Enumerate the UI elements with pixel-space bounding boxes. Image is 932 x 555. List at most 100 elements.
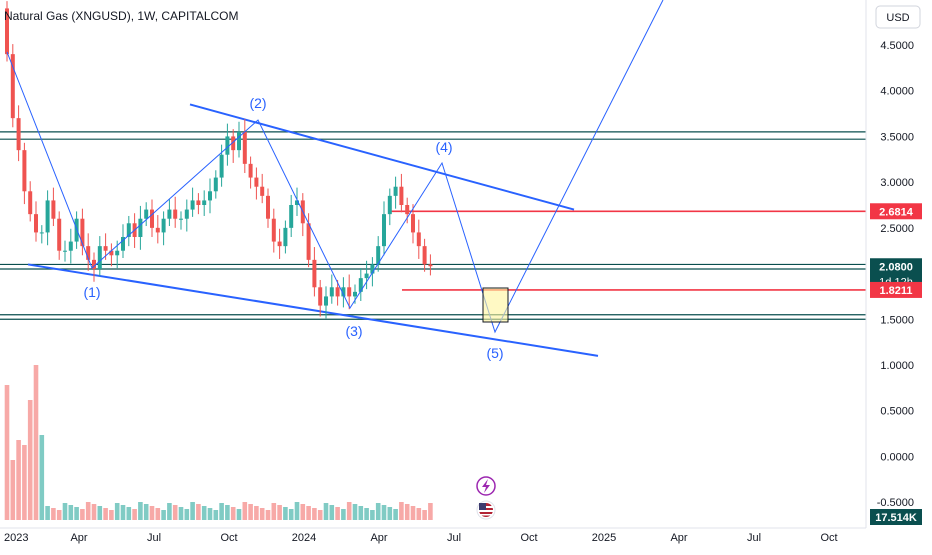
volume-bar — [39, 435, 45, 520]
y-tick-label: 4.0000 — [880, 86, 914, 98]
y-tick-label: -0.5000 — [877, 497, 914, 509]
volume-bar — [230, 507, 236, 520]
candle-body — [416, 232, 421, 247]
x-tick-label: Jul — [447, 532, 461, 544]
volume-bar — [201, 506, 207, 520]
candle-body — [312, 259, 317, 288]
channel-upper-line — [189, 103, 575, 211]
us-flag-icon[interactable] — [476, 500, 496, 520]
candle-body — [80, 218, 85, 247]
volume-bar — [207, 508, 213, 520]
volume-bar — [248, 504, 253, 520]
target-zone-box — [482, 287, 509, 323]
volume-bar — [236, 509, 242, 520]
volume-bar — [381, 505, 387, 520]
candle-body — [86, 246, 91, 260]
wave-polyline — [6, 0, 664, 334]
y-tick-label: 2.5000 — [880, 223, 914, 235]
wave-label: (2) — [249, 95, 266, 111]
volume-bar — [27, 400, 33, 520]
candle-body — [341, 287, 346, 297]
volume-bar — [300, 504, 306, 520]
volume-bar — [399, 502, 404, 520]
volume-bar — [317, 510, 323, 520]
volume-bar — [132, 509, 137, 520]
candle-body — [364, 273, 369, 279]
y-tick-label: 3.5000 — [880, 131, 914, 143]
candle-body — [324, 296, 328, 306]
volume-bar — [45, 506, 50, 520]
candle-body — [376, 246, 381, 265]
candle-body — [306, 223, 311, 260]
volume-bar — [213, 510, 219, 520]
currency-button[interactable]: USD — [875, 5, 921, 29]
x-tick-label: 2024 — [292, 532, 316, 544]
time-axis[interactable]: 2023 Apr Jul Oct 2024 Apr Jul Oct 2025 Apr Jul Oct — [4, 532, 838, 544]
channel-lower-line — [27, 263, 599, 357]
volume-bar — [178, 507, 184, 520]
candle-body — [254, 177, 259, 187]
candle-body — [347, 287, 352, 297]
volume-bar — [138, 502, 143, 520]
y-tick-label: 1.0000 — [880, 360, 914, 372]
y-tick-label: 4.5000 — [880, 40, 914, 52]
volume-bar — [277, 505, 282, 520]
x-tick-label: Jul — [147, 532, 161, 544]
candle-body — [213, 177, 218, 192]
candle-body — [353, 291, 357, 297]
x-tick-label: Apr — [370, 532, 387, 544]
price-tag-label: 1.8211 — [879, 285, 912, 297]
volume-bar — [190, 502, 195, 520]
volume-bar — [109, 510, 114, 520]
candle-body — [202, 200, 207, 205]
candle-body — [45, 200, 50, 233]
volume-bar — [393, 509, 398, 520]
volume-bar — [62, 503, 68, 520]
volume-bar — [329, 505, 335, 520]
volume-bar — [80, 509, 85, 520]
volume-bar — [375, 503, 381, 520]
price-tag-label: 2.0800 — [879, 261, 913, 273]
volume-bar — [404, 504, 410, 520]
volume-bar — [387, 507, 393, 520]
candle-body — [28, 191, 33, 215]
currency-label: USD — [886, 12, 909, 24]
candle-body — [387, 195, 392, 215]
volume-bar — [22, 445, 27, 520]
wave-label: (4) — [435, 139, 452, 155]
volume-bar — [410, 506, 416, 520]
candle-body — [144, 209, 149, 219]
volume-bar — [416, 508, 422, 520]
price-tag-box — [870, 203, 922, 220]
volume-bar — [16, 440, 21, 520]
volume-bar — [114, 503, 120, 520]
volume-bar — [341, 509, 346, 520]
candle-body — [34, 214, 38, 233]
candle-body — [370, 264, 375, 274]
candle-body — [335, 287, 340, 297]
candle-body — [155, 227, 160, 233]
x-tick-label: Oct — [520, 532, 537, 544]
volume-bar — [74, 507, 79, 520]
lightning-icon[interactable] — [476, 476, 496, 496]
volume-bar — [422, 510, 427, 520]
volume-bar — [306, 506, 311, 520]
volume-bar — [56, 510, 62, 520]
volume-bar — [364, 508, 369, 520]
volume-bar — [4, 385, 10, 520]
volume-bar — [172, 505, 178, 520]
volume-bar — [271, 503, 277, 520]
volume-bar — [10, 460, 16, 520]
x-tick-label: Apr — [670, 532, 687, 544]
volume-bar — [265, 510, 271, 520]
volume-bar — [167, 503, 172, 520]
price-tag-label: 2.6814 — [879, 206, 914, 218]
y-tick-label: 0.5000 — [880, 406, 914, 418]
x-tick-label: Oct — [820, 532, 837, 544]
volume-bar — [33, 365, 39, 520]
candles — [5, 1, 433, 319]
candle-body — [39, 232, 44, 234]
